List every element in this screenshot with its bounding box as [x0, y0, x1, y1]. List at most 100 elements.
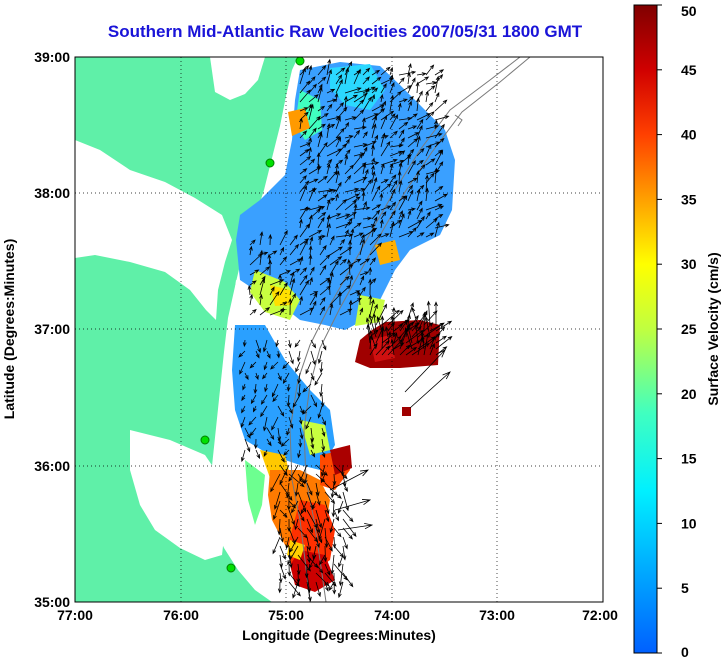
arrow-icon — [407, 100, 412, 112]
arrow-icon — [348, 239, 353, 256]
arrow-icon — [315, 482, 320, 497]
arrow-icon — [333, 509, 339, 522]
arrow-icon — [277, 405, 285, 417]
arrow-icon — [414, 323, 419, 344]
arrow-icon — [344, 164, 355, 175]
arrow-icon — [289, 277, 296, 296]
green-circle-icon — [226, 563, 236, 573]
velocity-region — [402, 407, 411, 416]
arrow-icon — [332, 572, 337, 595]
arrow-icon — [371, 164, 375, 175]
arrow-icon — [335, 102, 345, 112]
arrow-icon — [361, 191, 366, 202]
arrow-icon — [317, 64, 327, 76]
x-tick-labels: 77:00 76:00 75:00 74:00 73:00 72:00 — [57, 607, 618, 623]
arrow-icon — [369, 278, 377, 286]
arrow-icon — [306, 545, 311, 564]
map-title: Southern Mid-Atlantic Raw Velocities 200… — [107, 22, 583, 41]
y-tick-label: 38:00 — [34, 185, 70, 201]
arrow-icon — [288, 581, 301, 597]
arrow-icon — [239, 361, 246, 375]
arrow-icon — [269, 290, 280, 306]
arrow-icon — [269, 286, 275, 296]
colorbar-tick-label: 30 — [681, 256, 697, 272]
arrow-icon — [279, 246, 285, 256]
arrow-icon — [319, 264, 327, 276]
arrow-icon — [362, 67, 371, 76]
arrow-icon — [369, 257, 377, 266]
arrow-icon — [324, 491, 336, 504]
arrow-icon — [317, 234, 327, 239]
arrow-icon — [259, 278, 266, 296]
arrow-icon — [242, 339, 247, 348]
arrow-icon — [426, 300, 431, 326]
arrow-icon — [398, 137, 405, 148]
arrow-icon — [335, 213, 351, 220]
arrow-icon — [248, 416, 257, 426]
arrow-icon — [299, 155, 312, 166]
arrow-icon — [353, 68, 361, 85]
arrow-icon — [380, 135, 389, 139]
arrow-icon — [329, 235, 335, 246]
arrow-icon — [369, 329, 377, 350]
arrow-icon — [329, 256, 343, 266]
arrow-icon — [435, 335, 453, 350]
arrow-icon — [359, 307, 364, 316]
arrow-icon — [407, 125, 418, 130]
arrow-icon — [389, 130, 398, 139]
arrow-icon — [416, 118, 424, 130]
arrow-icon — [326, 170, 338, 184]
arrow-icon — [342, 491, 349, 512]
arrow-icon — [416, 147, 425, 157]
arrow-icon — [416, 159, 424, 166]
arrow-icon — [277, 449, 285, 463]
arrow-icon — [306, 518, 313, 534]
arrow-icon — [271, 416, 279, 431]
arrow-icon — [288, 464, 299, 482]
arrow-icon — [398, 195, 408, 211]
arrow-icon — [344, 135, 354, 139]
arrow-icon — [299, 67, 306, 85]
arrow-icon — [310, 339, 317, 349]
colorbar-tick-label: 5 — [681, 580, 689, 596]
arrow-icon — [434, 213, 444, 220]
arrow-icon — [425, 172, 435, 184]
arrow-icon — [296, 563, 301, 576]
arrow-icon — [342, 509, 354, 523]
arrow-icon — [407, 207, 416, 212]
arrow-icon — [259, 307, 271, 316]
arrow-icon — [416, 72, 427, 77]
arrow-icon — [359, 275, 365, 286]
arrow-icon — [266, 427, 275, 441]
chesapeake-bay — [75, 140, 232, 320]
arrow-icon — [330, 482, 335, 499]
arrow-icon — [279, 281, 288, 296]
pamlico-sound — [130, 430, 226, 560]
arrow-icon — [389, 219, 402, 229]
arrow-icon — [308, 554, 317, 569]
arrow-icon — [380, 211, 387, 220]
arrow-icon — [434, 205, 445, 211]
arrow-icon — [255, 339, 261, 354]
arrow-icon — [288, 473, 305, 488]
arrow-icon — [319, 285, 332, 296]
arrow-icon — [279, 527, 284, 543]
arrow-icon — [278, 572, 283, 584]
arrow-icon — [324, 563, 331, 576]
arrow-icon — [310, 449, 316, 458]
arrow-icon — [398, 150, 406, 157]
arrow-icon — [249, 361, 257, 369]
arrow-icon — [308, 83, 317, 94]
arrow-icon — [389, 174, 397, 184]
velocity-region — [236, 62, 455, 330]
arrow-icon — [289, 293, 296, 306]
arrow-icon — [393, 332, 398, 344]
arrow-icon — [324, 500, 330, 515]
arrow-icon — [331, 500, 336, 518]
arrow-icon — [255, 449, 260, 460]
arrow-icon — [317, 350, 323, 365]
arrow-icon — [238, 350, 246, 358]
arrow-icon — [317, 76, 327, 85]
arrow-icon — [434, 91, 440, 103]
